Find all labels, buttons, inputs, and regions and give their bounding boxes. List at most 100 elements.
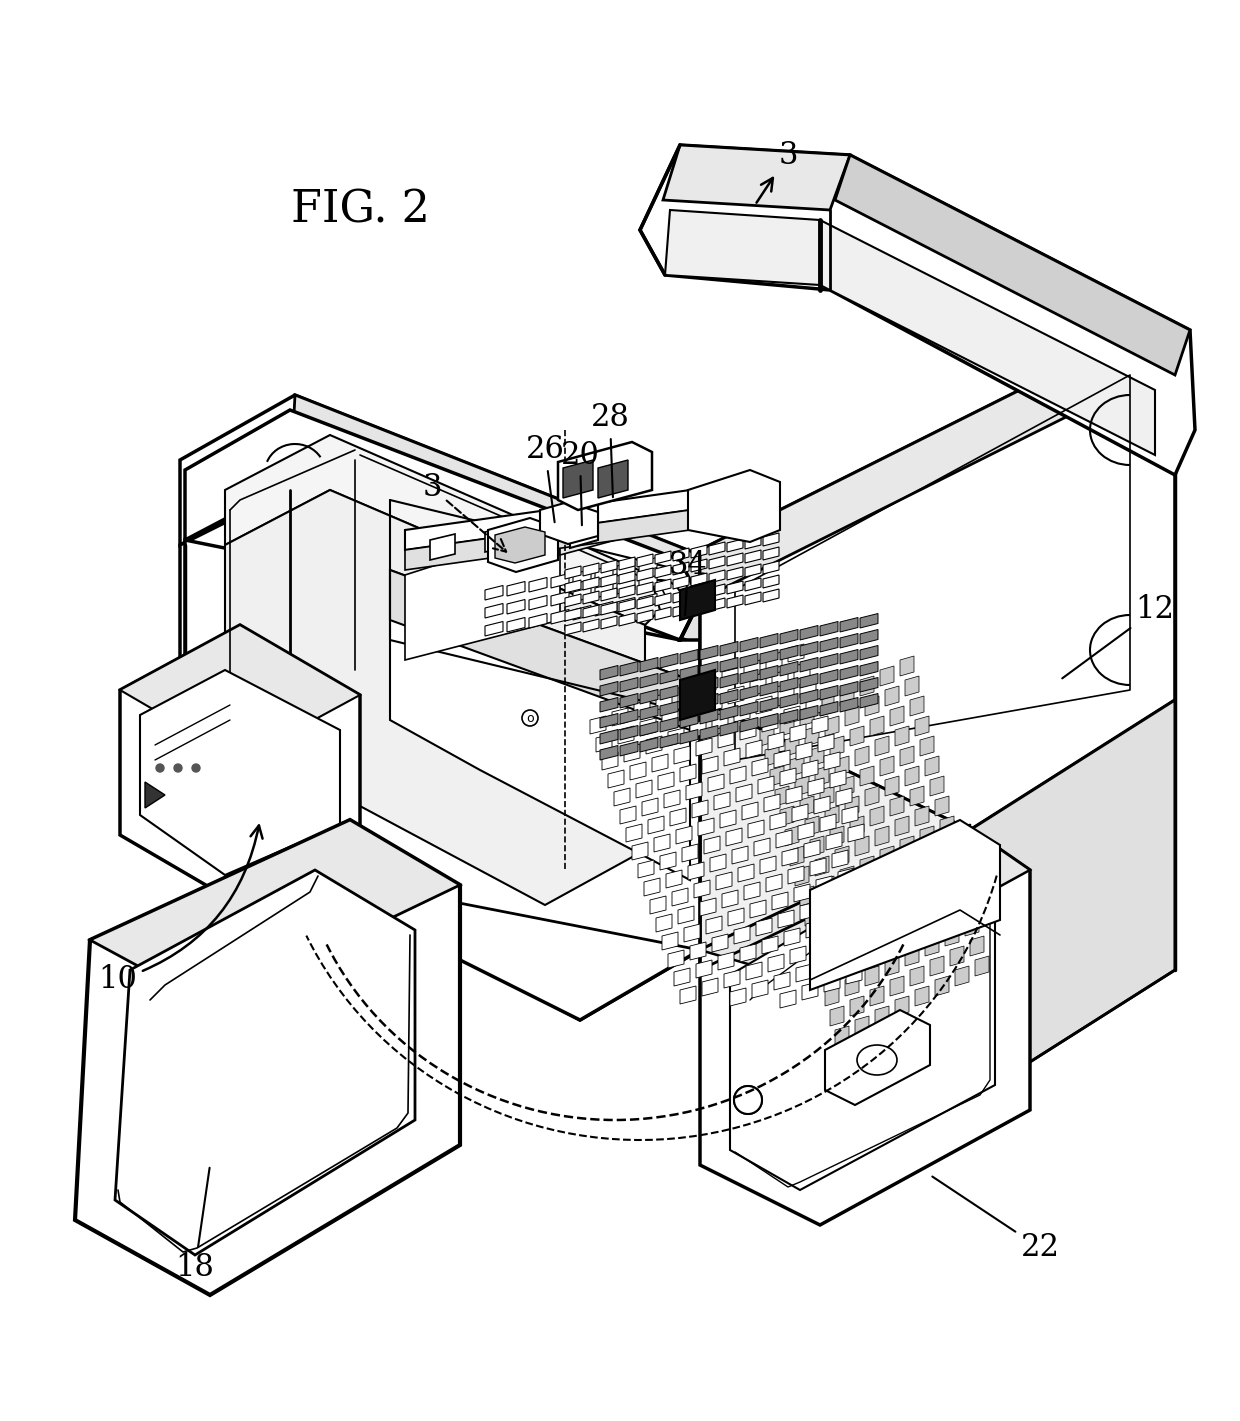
Polygon shape [920, 826, 934, 845]
Polygon shape [689, 942, 706, 961]
Polygon shape [730, 855, 994, 1189]
Polygon shape [691, 546, 707, 558]
Polygon shape [890, 976, 904, 996]
Text: 34: 34 [668, 550, 707, 615]
Polygon shape [728, 908, 744, 926]
Polygon shape [812, 938, 828, 956]
Polygon shape [720, 674, 738, 688]
Polygon shape [915, 897, 929, 917]
Polygon shape [684, 924, 701, 942]
Polygon shape [529, 595, 547, 610]
Polygon shape [614, 789, 630, 806]
Polygon shape [784, 928, 800, 946]
Polygon shape [691, 601, 707, 614]
Polygon shape [945, 926, 959, 946]
Polygon shape [74, 820, 460, 1295]
Polygon shape [682, 844, 698, 863]
Polygon shape [640, 705, 658, 720]
Polygon shape [880, 845, 894, 865]
Polygon shape [825, 806, 839, 826]
Polygon shape [965, 917, 980, 936]
Polygon shape [701, 645, 718, 659]
Polygon shape [802, 982, 818, 1000]
Polygon shape [930, 956, 944, 976]
Polygon shape [940, 907, 954, 926]
Polygon shape [646, 736, 662, 755]
Polygon shape [765, 746, 779, 766]
Polygon shape [660, 654, 678, 668]
Polygon shape [539, 502, 598, 544]
Circle shape [156, 764, 164, 772]
Polygon shape [800, 674, 818, 688]
Polygon shape [91, 820, 460, 1005]
Polygon shape [712, 712, 728, 730]
Polygon shape [782, 848, 799, 865]
Polygon shape [815, 946, 830, 966]
Polygon shape [830, 826, 844, 845]
Polygon shape [551, 574, 569, 588]
Polygon shape [870, 806, 884, 826]
Polygon shape [656, 914, 672, 932]
Polygon shape [655, 566, 671, 578]
Polygon shape [795, 865, 808, 887]
Polygon shape [905, 946, 919, 966]
Polygon shape [810, 820, 999, 990]
Polygon shape [709, 598, 725, 611]
Polygon shape [656, 692, 672, 710]
Polygon shape [639, 557, 657, 573]
Polygon shape [485, 585, 503, 600]
Polygon shape [618, 597, 635, 612]
Circle shape [174, 764, 182, 772]
Polygon shape [900, 836, 914, 855]
Polygon shape [810, 836, 825, 855]
Polygon shape [842, 806, 858, 824]
Polygon shape [766, 874, 782, 892]
Polygon shape [662, 710, 678, 728]
Polygon shape [787, 644, 804, 662]
Polygon shape [796, 963, 812, 982]
Polygon shape [760, 713, 777, 728]
Polygon shape [880, 756, 894, 776]
Text: 3: 3 [423, 473, 506, 551]
Text: 22: 22 [932, 1177, 1059, 1263]
Polygon shape [730, 988, 746, 1006]
Polygon shape [675, 968, 689, 986]
Polygon shape [820, 621, 838, 637]
Polygon shape [816, 875, 832, 894]
Polygon shape [539, 519, 565, 544]
Polygon shape [600, 682, 618, 696]
Polygon shape [626, 824, 642, 843]
Polygon shape [702, 978, 718, 996]
Polygon shape [875, 1006, 889, 1026]
Polygon shape [861, 676, 874, 696]
Polygon shape [880, 666, 894, 686]
Polygon shape [900, 926, 914, 946]
Polygon shape [691, 573, 707, 585]
Polygon shape [745, 536, 761, 549]
Polygon shape [620, 726, 639, 740]
Polygon shape [224, 435, 660, 625]
Polygon shape [688, 863, 704, 880]
Polygon shape [652, 755, 668, 772]
Polygon shape [618, 726, 634, 745]
Polygon shape [720, 722, 738, 736]
Polygon shape [758, 776, 774, 794]
Polygon shape [185, 411, 701, 639]
Polygon shape [800, 887, 813, 907]
Polygon shape [880, 936, 894, 956]
Polygon shape [866, 696, 879, 716]
Polygon shape [813, 796, 830, 814]
Polygon shape [618, 580, 635, 594]
Polygon shape [812, 716, 828, 735]
Polygon shape [848, 824, 864, 843]
Polygon shape [802, 760, 818, 779]
Polygon shape [485, 621, 503, 637]
Polygon shape [558, 442, 652, 510]
Polygon shape [861, 645, 878, 659]
Polygon shape [844, 887, 859, 907]
Polygon shape [613, 708, 627, 726]
Polygon shape [780, 990, 796, 1007]
Polygon shape [799, 821, 813, 840]
Polygon shape [786, 786, 802, 804]
Polygon shape [825, 973, 839, 992]
